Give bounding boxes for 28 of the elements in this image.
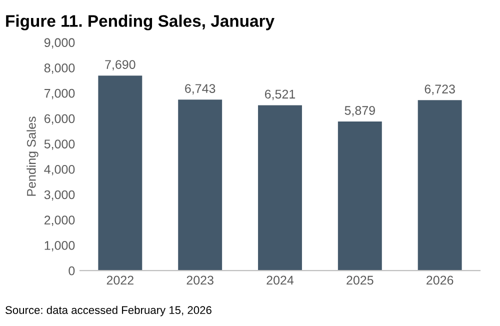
y-tick-label: 5,000 (44, 140, 75, 150)
bar (338, 122, 382, 271)
source-note: Source: data accessed February 15, 2026 (6, 306, 212, 316)
y-tick-label: 1,000 (44, 241, 75, 252)
bar (98, 76, 142, 271)
x-tick-label: 2025 (346, 276, 374, 285)
x-tick-label: 2023 (186, 276, 214, 285)
x-tick-label: 2024 (266, 276, 294, 285)
y-tick-label: 4,000 (44, 164, 75, 176)
bar (418, 100, 462, 271)
x-tick-label: 2022 (106, 276, 134, 285)
bar (178, 100, 222, 271)
bar (258, 105, 302, 271)
y-tick-label: 9,000 (44, 38, 75, 49)
y-tick-label: 3,000 (44, 190, 75, 201)
y-tick-label: 6,000 (44, 114, 75, 125)
y-tick-label: 2,000 (44, 216, 75, 226)
y-tick-label: 7,000 (44, 88, 75, 100)
data-label: 6,723 (424, 84, 455, 95)
data-label: 6,521 (264, 90, 296, 100)
y-tick-label: 8,000 (44, 64, 75, 74)
chart-title: Figure 11. Pending Sales, January (6, 14, 274, 30)
data-label: 7,690 (105, 60, 136, 70)
x-tick-label: 2026 (426, 276, 454, 285)
data-label: 6,743 (185, 84, 216, 94)
data-label: 5,879 (344, 106, 375, 116)
y-tick-label: 0 (68, 266, 75, 276)
y-axis-title: Pending Sales (26, 116, 38, 196)
